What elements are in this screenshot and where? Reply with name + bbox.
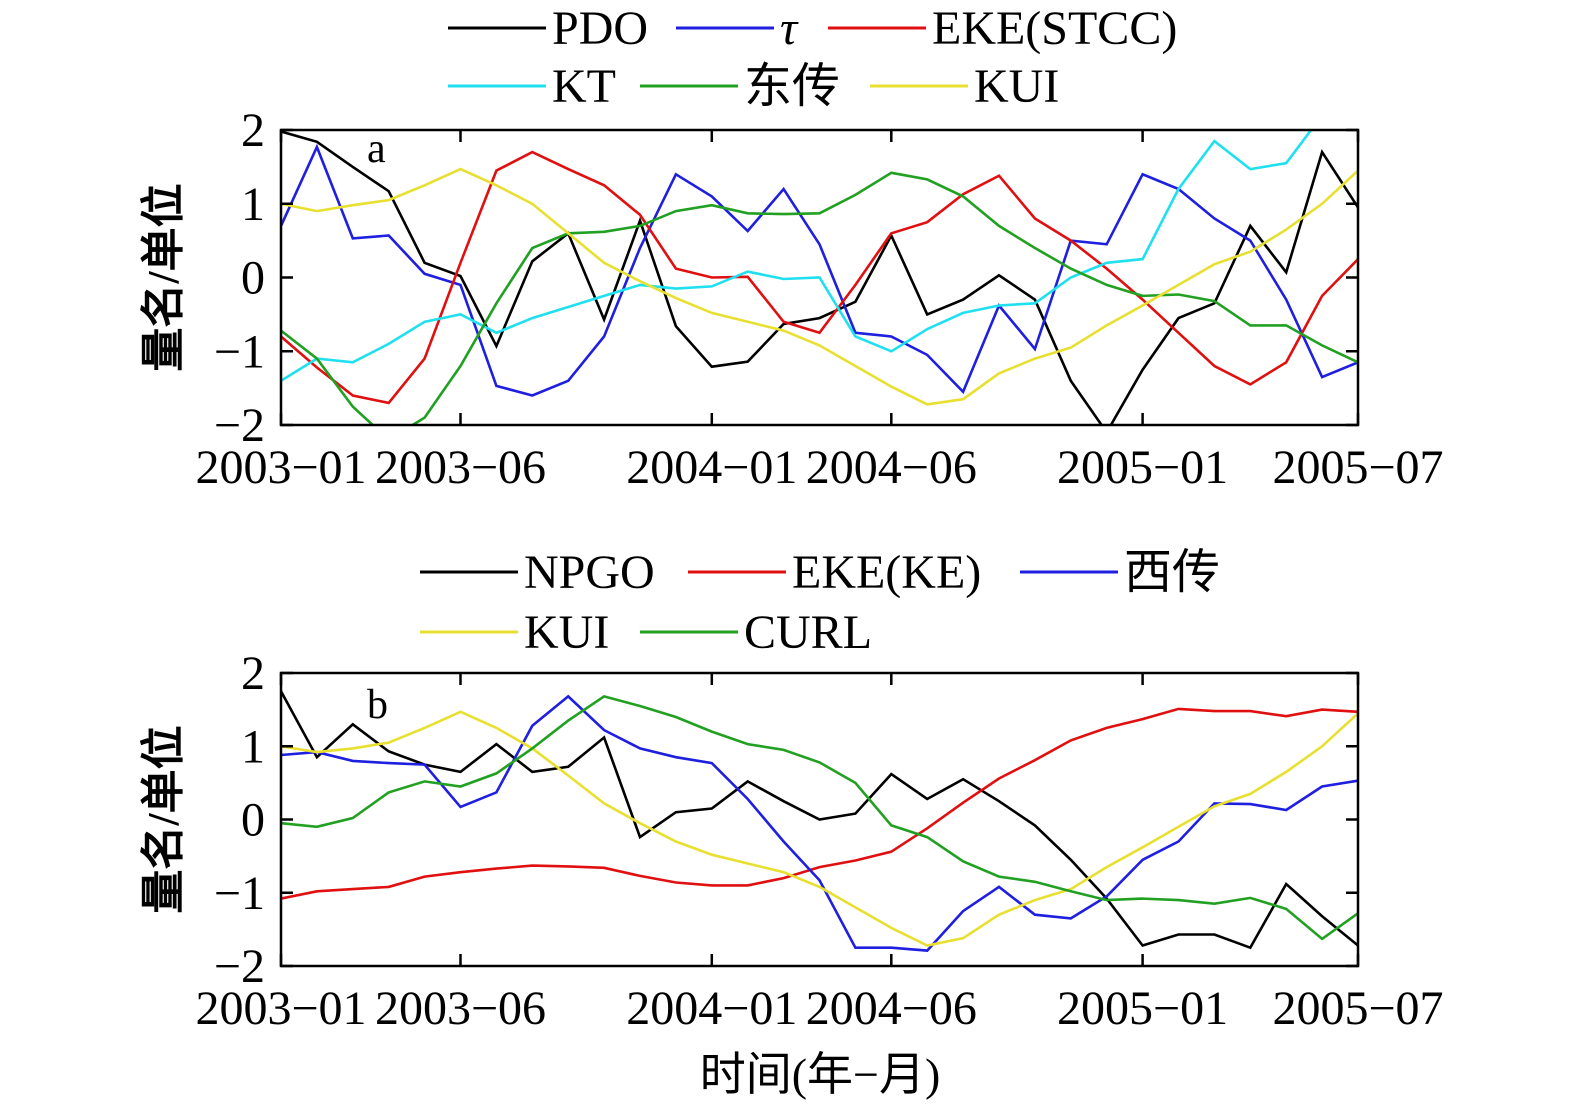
- x-tick-label-a-3: 2004−06: [806, 441, 977, 494]
- legend-a: PDO τ EKE(STCC) KT 东传 KUI: [448, 2, 1177, 113]
- series-layer-b: [281, 690, 1358, 952]
- legend-label-a-5: KUI: [974, 60, 1059, 113]
- series-line-a-4: [281, 171, 1358, 425]
- series-line-b-3: [281, 710, 1358, 947]
- series-line-b-0: [281, 690, 1358, 950]
- legend-label-a-4: 东传: [744, 60, 840, 113]
- legend-label-a-1: τ: [780, 2, 799, 55]
- series-line-a-0: [281, 130, 1358, 425]
- y-axis-label-b: 量名/单位: [139, 725, 188, 913]
- x-tick-label-a-0: 2003−01: [195, 441, 366, 494]
- legend-label-b-2: 西传: [1124, 546, 1220, 599]
- x-tick-label-b-3: 2004−06: [806, 982, 977, 1035]
- legend-label-a-3: KT: [552, 60, 616, 113]
- series-line-a-3: [281, 130, 1313, 382]
- y-tick-label-b-4: −2: [214, 940, 265, 993]
- series-line-a-5: [281, 167, 1358, 406]
- x-tick-label-a-2: 2004−01: [626, 441, 797, 494]
- legend-label-a-0: PDO: [552, 2, 648, 55]
- y-tick-label-a-3: −1: [214, 325, 265, 378]
- y-tick-label-a-2: 0: [241, 252, 265, 305]
- y-tick-label-a-0: 2: [241, 104, 265, 157]
- y-tick-label-b-2: 0: [241, 794, 265, 847]
- series-line-a-1: [281, 143, 1358, 397]
- legend-b: NPGO EKE(KE) 西传 KUI CURL: [420, 546, 1220, 659]
- x-tick-label-a-5: 2005−07: [1272, 441, 1443, 494]
- x-tick-label-b-2: 2004−01: [626, 982, 797, 1035]
- legend-label-b-0: NPGO: [524, 546, 655, 599]
- legend-label-b-1: EKE(KE): [792, 546, 981, 599]
- x-tick-label-b-1: 2003−06: [375, 982, 546, 1035]
- x-tick-label-b-5: 2005−07: [1272, 982, 1443, 1035]
- series-line-b-1: [281, 707, 1358, 900]
- legend-label-b-4: CURL: [744, 606, 872, 659]
- panel-label-a: a: [367, 126, 386, 172]
- panel-label-b: b: [367, 682, 388, 728]
- y-axis-label-a: 量名/单位: [139, 183, 188, 371]
- series-line-b-2: [281, 694, 1358, 952]
- x-tick-label-b-4: 2005−01: [1057, 982, 1228, 1035]
- series-layer-a: [281, 130, 1358, 425]
- y-tick-label-b-1: 1: [241, 720, 265, 773]
- x-tick-label-b-0: 2003−01: [195, 982, 366, 1035]
- y-tick-label-a-1: 1: [241, 178, 265, 231]
- y-tick-label-a-4: −2: [214, 399, 265, 452]
- x-tick-label-a-1: 2003−06: [375, 441, 546, 494]
- x-tick-label-a-4: 2005−01: [1057, 441, 1228, 494]
- x-axis-label: 时间(年−月): [700, 1049, 941, 1100]
- series-line-a-2: [281, 150, 1358, 405]
- y-tick-label-b-3: −1: [214, 867, 265, 920]
- y-tick-label-b-0: 2: [241, 647, 265, 700]
- legend-label-a-2: EKE(STCC): [932, 2, 1177, 55]
- legend-label-b-3: KUI: [524, 606, 609, 659]
- series-line-b-4: [281, 694, 1358, 941]
